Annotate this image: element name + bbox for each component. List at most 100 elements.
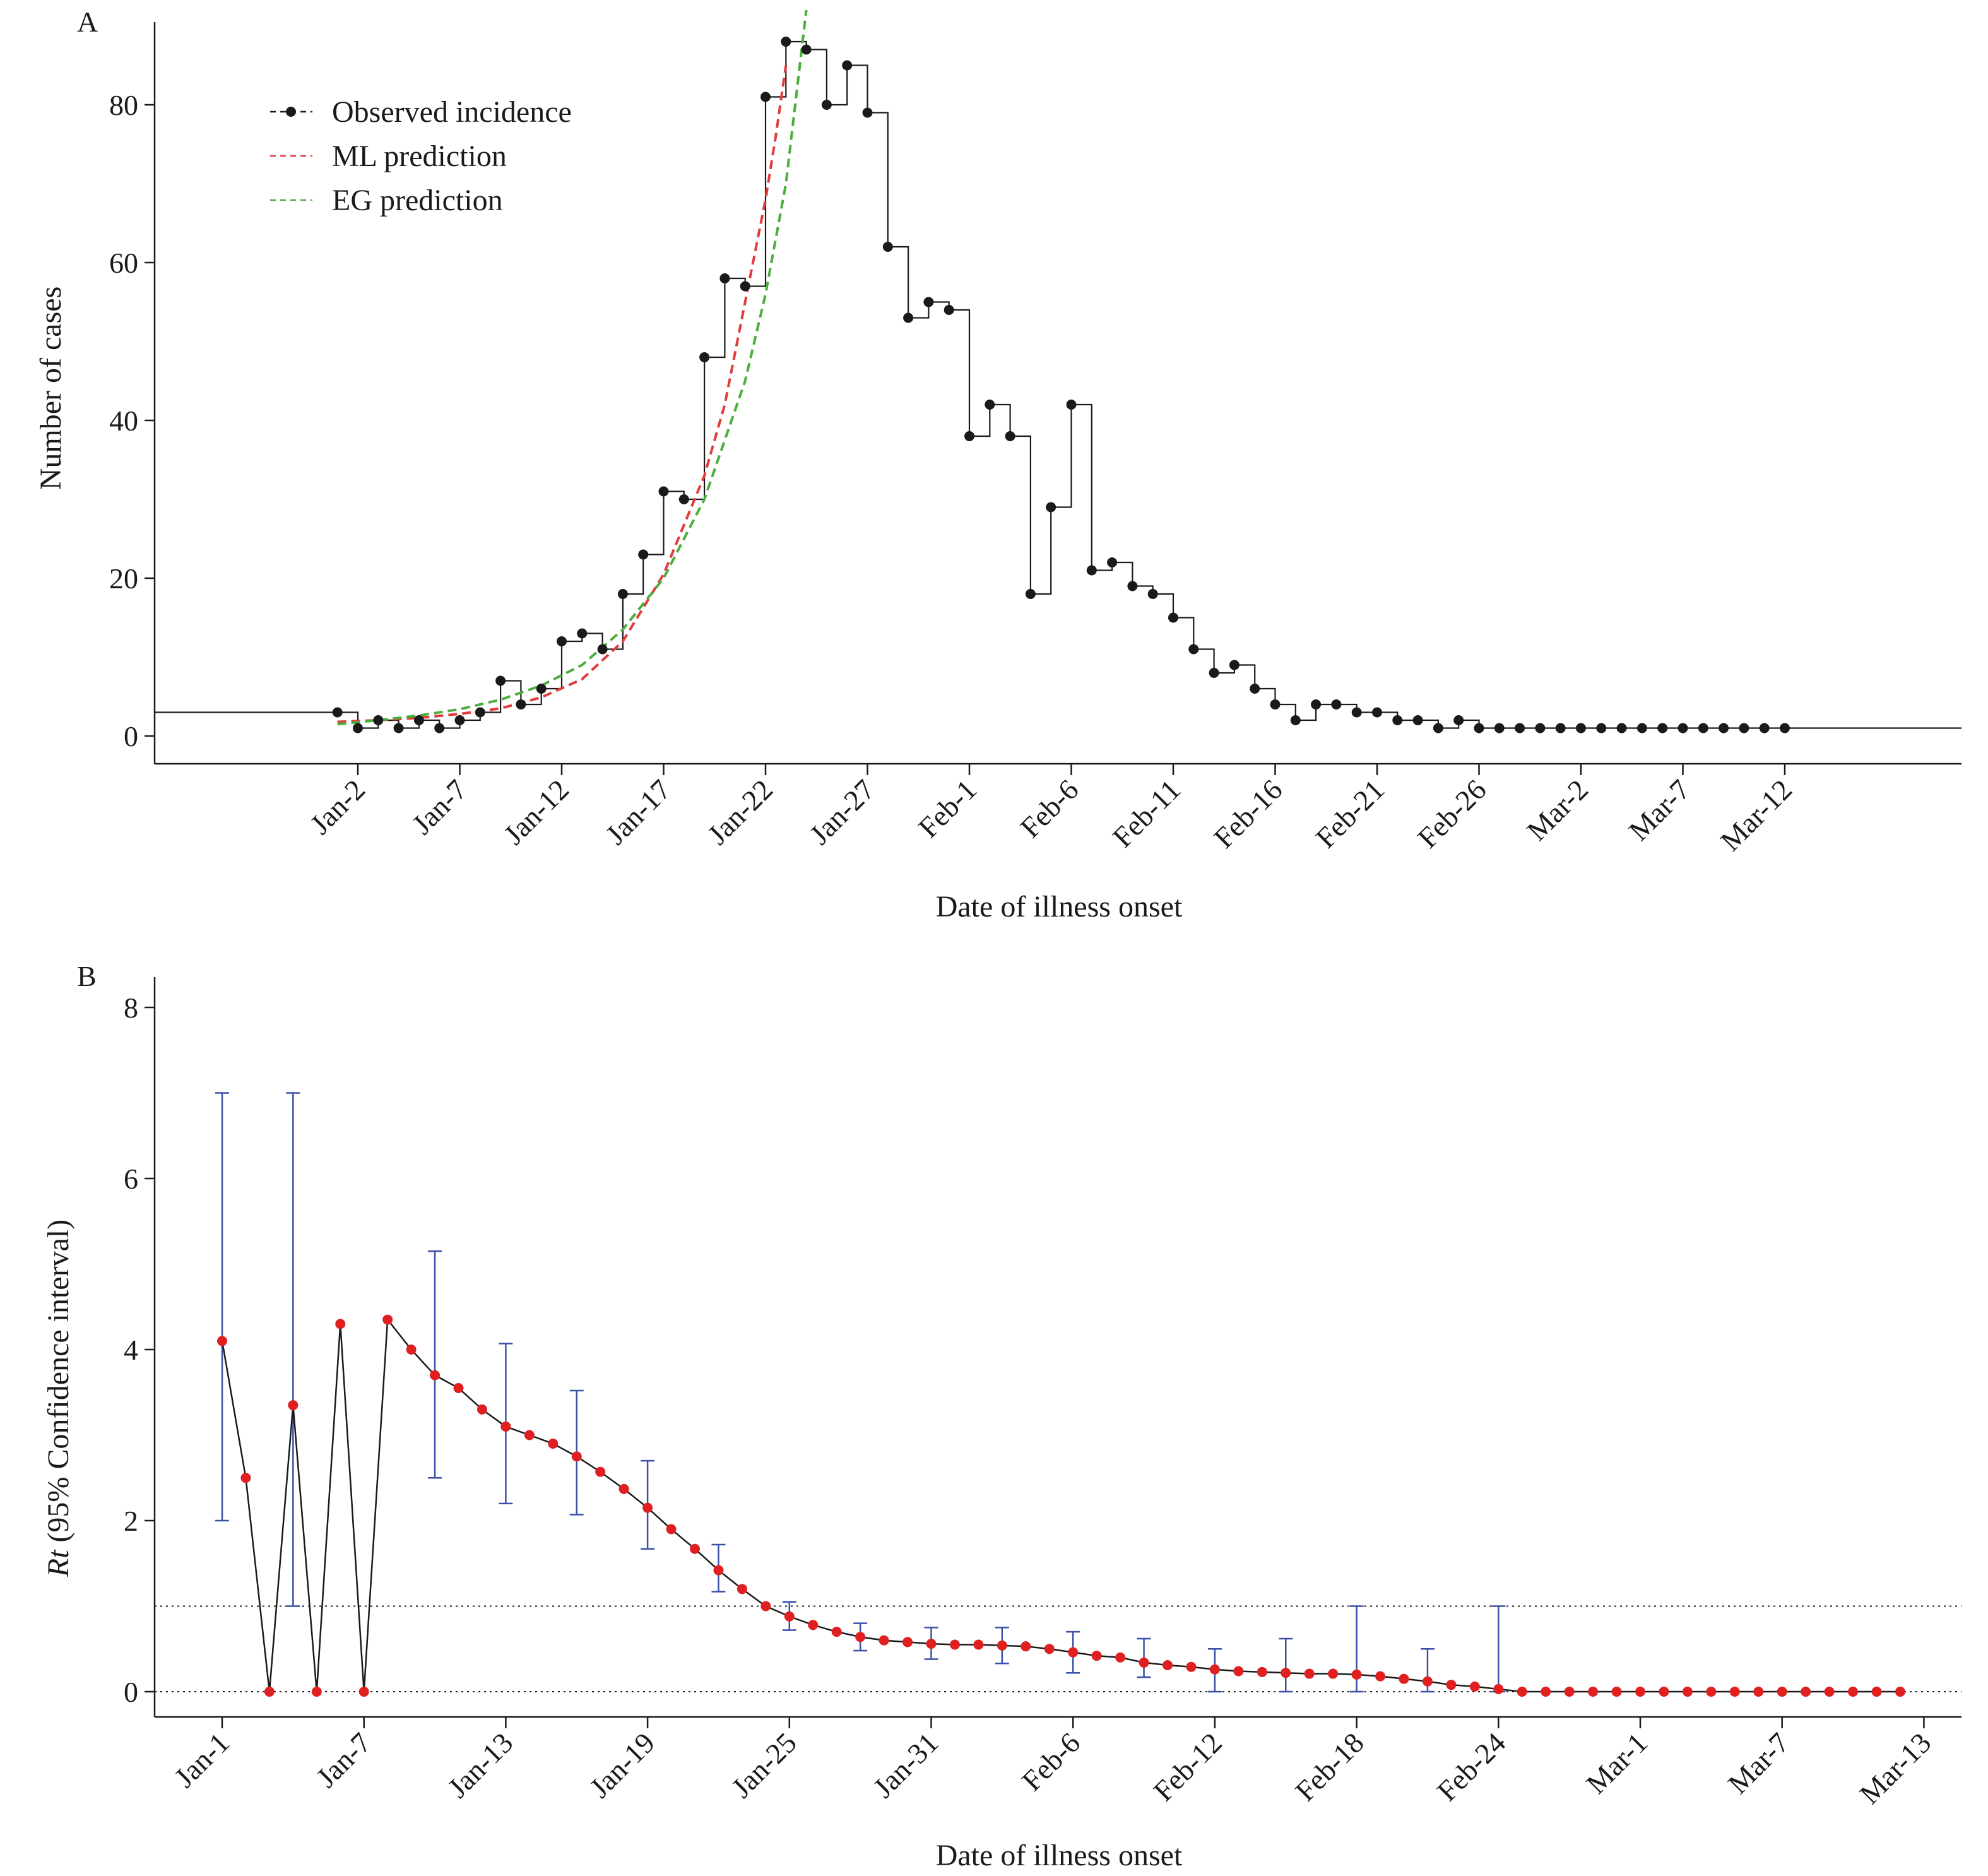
rt-point — [1257, 1666, 1267, 1677]
observed-incidence-point — [1188, 644, 1199, 655]
observed-incidence-point — [801, 44, 812, 55]
panel-a-x-tick-label: Feb-11 — [1106, 773, 1186, 853]
legend-observed-marker — [286, 107, 296, 117]
observed-incidence-point — [638, 549, 649, 560]
observed-incidence-point — [332, 707, 343, 718]
observed-incidence-point — [1739, 723, 1749, 733]
observed-incidence-point — [1453, 715, 1464, 725]
panel-a-y-axis-title: Number of cases — [34, 287, 68, 490]
observed-incidence-point — [597, 644, 608, 655]
observed-incidence-point — [1270, 699, 1281, 709]
observed-incidence-point — [617, 589, 628, 599]
rt-point — [524, 1430, 535, 1440]
rt-point — [1446, 1680, 1457, 1690]
rt-point — [1139, 1657, 1149, 1668]
rt-point — [690, 1543, 700, 1554]
panel-a-incidence-chart: A 0 20 40 60 80 Jan-2 Jan-7 Jan-12 Jan-17 Jan-22… — [34, 6, 1961, 923]
panel-a-label: A — [77, 6, 98, 38]
panel-b-x-tick-label: Mar-13 — [1854, 1726, 1938, 1810]
rt-point — [1635, 1687, 1645, 1697]
rt-point — [382, 1314, 393, 1325]
observed-incidence-point — [1576, 723, 1586, 733]
panel-a-y-tick-label: 80 — [109, 89, 138, 121]
observed-incidence-point — [1168, 612, 1178, 623]
panel-b-y-tick-label: 6 — [124, 1163, 138, 1195]
rt-point — [1753, 1687, 1764, 1697]
legend-eg-label: EG prediction — [332, 184, 503, 217]
observed-incidence-point — [393, 723, 404, 733]
observed-incidence-point — [516, 699, 526, 709]
panel-a-y-tick-label: 0 — [124, 720, 138, 752]
rt-point — [1209, 1664, 1220, 1675]
rt-point — [949, 1639, 960, 1650]
rt-point — [1375, 1671, 1386, 1682]
panel-b-x-tick-label: Jan-31 — [867, 1726, 945, 1804]
observed-incidence-point — [1677, 723, 1688, 733]
observed-incidence-point — [842, 60, 853, 71]
panel-b-x-tick-label: Jan-7 — [310, 1726, 377, 1794]
panel-a-x-tick-label: Mar-2 — [1520, 773, 1594, 847]
rt-point — [1611, 1687, 1622, 1697]
panel-a-x-tick-label: Jan-12 — [497, 773, 575, 851]
rt-point — [1044, 1644, 1055, 1654]
observed-incidence-point — [1005, 431, 1015, 441]
rt-point — [926, 1639, 937, 1649]
rt-point — [406, 1345, 417, 1355]
observed-incidence-point — [1719, 723, 1729, 733]
panel-a-x-tick-label: Jan-7 — [406, 773, 473, 841]
panel-b-y-tick-label: 8 — [124, 992, 138, 1024]
rt-point — [1328, 1668, 1339, 1679]
observed-incidence-point — [1657, 723, 1668, 733]
observed-incidence-point — [1433, 723, 1443, 733]
panel-a-y-tick-label: 20 — [109, 562, 138, 595]
observed-incidence-point — [1412, 715, 1423, 725]
observed-incidence-point — [1494, 723, 1505, 733]
panel-a-y-tick-label: 40 — [109, 405, 138, 437]
rt-point — [500, 1421, 511, 1432]
panel-b-x-tick-label: Feb-18 — [1289, 1726, 1370, 1807]
rt-point — [902, 1637, 913, 1647]
observed-incidence-point — [1596, 723, 1607, 733]
observed-incidence-point — [1698, 723, 1708, 733]
panel-a-x-tick-label: Feb-16 — [1207, 773, 1288, 854]
panel-b-x-tick-label: Jan-1 — [169, 1726, 236, 1794]
rt-point — [1682, 1687, 1693, 1697]
observed-incidence-point — [985, 400, 995, 410]
rt-point — [1068, 1647, 1079, 1658]
panel-b-y-ticks: 0 2 4 6 8 — [124, 992, 155, 1708]
observed-incidence-point — [903, 312, 914, 323]
observed-incidence-point — [1515, 723, 1525, 733]
rt-confidence-intervals — [215, 1092, 1506, 1693]
reference-lines — [155, 1605, 1961, 1692]
observed-incidence-point — [1046, 502, 1056, 513]
panel-b-y-tick-label: 0 — [124, 1676, 138, 1708]
panel-b-x-tick-label: Mar-1 — [1580, 1726, 1654, 1800]
panel-a-x-tick-label: Mar-7 — [1623, 773, 1696, 847]
panel-a-x-ticks: Jan-2 Jan-7 Jan-12 Jan-17 Jan-22 Jan-27 Feb-1 F… — [304, 764, 1798, 857]
legend-observed-label: Observed incidence — [332, 95, 572, 129]
observed-incidence-point — [495, 675, 506, 686]
rt-point — [808, 1620, 819, 1630]
panel-a-x-tick-label: Jan-2 — [304, 773, 372, 841]
observed-incidence-point — [373, 715, 384, 725]
panel-a-x-tick-label: Feb-6 — [1014, 773, 1085, 844]
panel-b-label: B — [77, 960, 97, 992]
observed-incidence-point — [760, 92, 771, 102]
observed-incidence-point — [1025, 589, 1036, 599]
rt-point — [1469, 1681, 1480, 1692]
panel-b-x-tick-label: Feb-24 — [1431, 1726, 1512, 1807]
rt-point — [1871, 1687, 1882, 1697]
rt-point — [997, 1640, 1007, 1651]
rt-point — [240, 1473, 251, 1483]
rt-point — [879, 1635, 889, 1646]
panel-b-x-tick-label: Jan-19 — [583, 1726, 661, 1804]
observed-incidence-point — [1535, 723, 1546, 733]
observed-incidence-point — [536, 684, 547, 694]
observed-incidence-point — [454, 715, 465, 725]
panel-b-y-axis-title: Rt (95% Confidence interval) — [42, 1220, 75, 1577]
panel-b-y-tick-label: 4 — [124, 1334, 138, 1366]
observed-incidence-point — [1086, 565, 1097, 576]
observed-incidence-point — [1372, 707, 1382, 718]
